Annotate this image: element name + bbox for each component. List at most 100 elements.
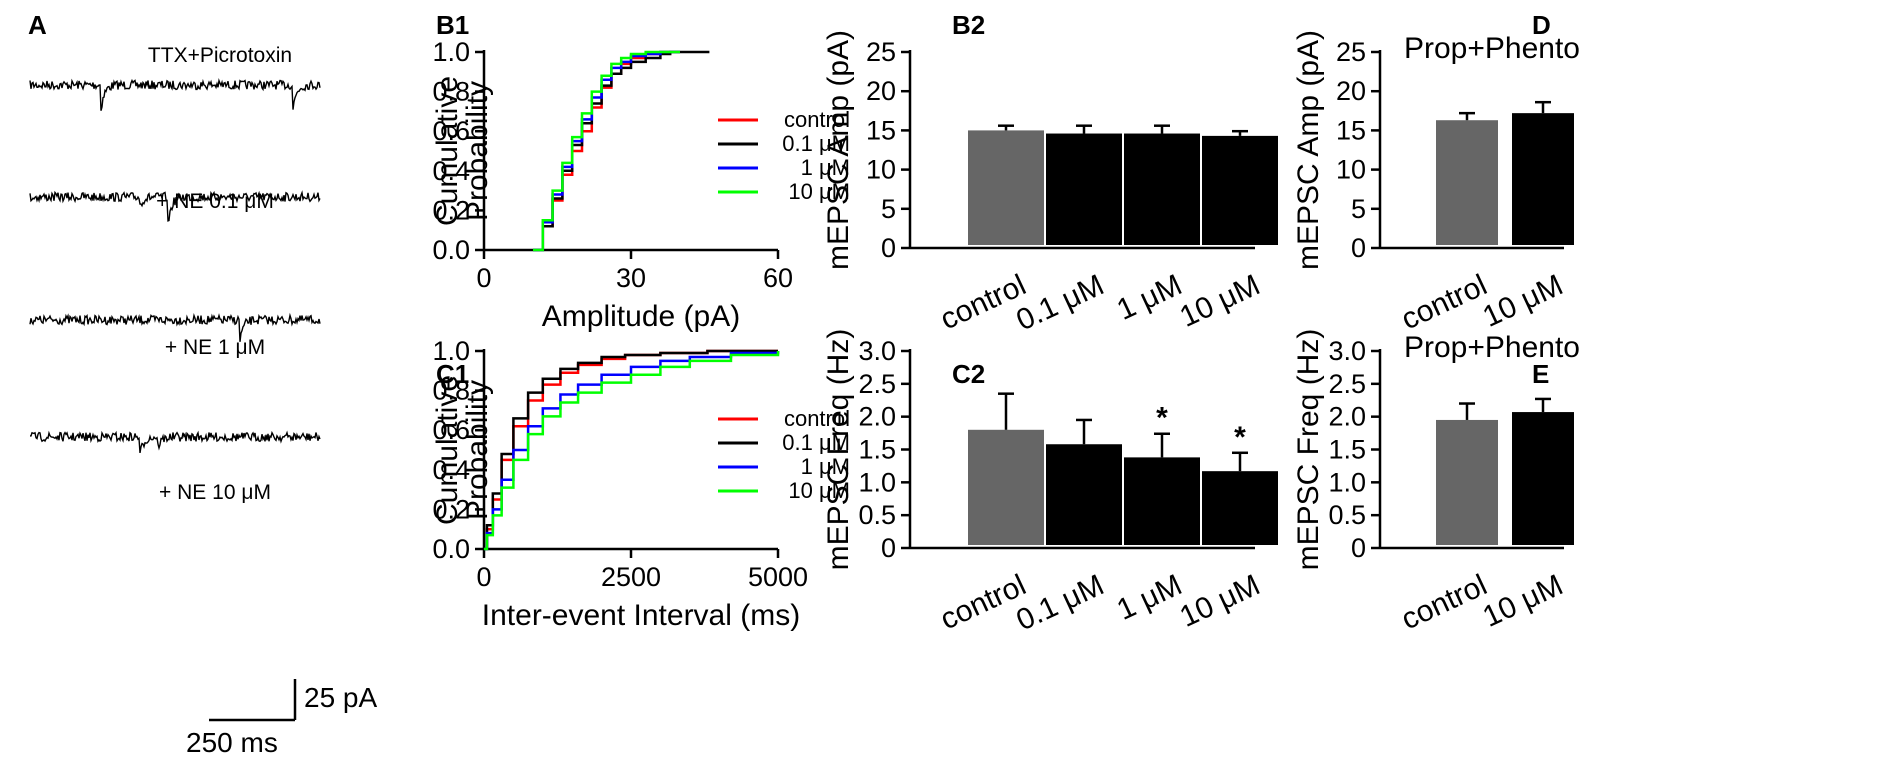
y-tick-label: 20 [1336, 76, 1366, 106]
y-tick-label: 10 [866, 155, 896, 185]
chart-b1-amplitude-cdf: 0.0 0.2 0.4 0.6 0.8 1.0 0 30 60 Amplitude (pA) Cum… [431, 37, 850, 333]
series-line-1 [533, 50, 710, 252]
y-axis-title: mEPSC Amp (pA) [1292, 30, 1325, 270]
y-tick-label: 15 [866, 115, 896, 145]
category-label-3: 10 μM [1175, 268, 1265, 333]
category-label-2: 1 μM [1112, 568, 1187, 626]
y-tick-label: 2.0 [858, 402, 896, 432]
y-tick-label: 0 [1351, 533, 1366, 563]
y-tick-label: 1.5 [1328, 435, 1366, 465]
trace-ne1 [29, 312, 321, 342]
series-line-3 [484, 351, 780, 551]
significance-mark-3: * [1234, 421, 1246, 454]
scale-label-time: 250 ms [186, 727, 278, 758]
category-label-1: 0.1 μM [1011, 268, 1109, 337]
y-tick-label: 1.0 [858, 467, 896, 497]
y-tick-label: 1.0 [1328, 467, 1366, 497]
chart-title: Prop+Phento [1404, 331, 1580, 364]
bar-0 [1436, 419, 1498, 545]
legend-label-1: 0.1 μM [782, 430, 850, 455]
trace-label-ttx: TTX+Picrotoxin [148, 44, 292, 67]
legend-label-2: 1 μM [801, 454, 850, 479]
x-tick-label: 5000 [748, 562, 808, 592]
legend-label-1: 0.1 μM [782, 131, 850, 156]
category-label-1: 10 μM [1478, 268, 1568, 333]
y-tick-label: 0.4 [432, 455, 470, 485]
y-tick-label: 0.5 [858, 500, 896, 530]
y-axis-title: mEPSC Freq (Hz) [822, 329, 855, 571]
category-label-0: control [1396, 568, 1492, 636]
significance-mark-2: * [1156, 402, 1168, 435]
x-tick-label: 0 [476, 562, 491, 592]
trace-label-ne1: + NE 1 μM [165, 336, 265, 359]
y-tick-label: 5 [881, 194, 896, 224]
panel-letter-b2: B2 [952, 10, 985, 40]
panel-letter-d: D [1532, 10, 1551, 40]
y-tick-label: 20 [866, 76, 896, 106]
panel-letter-c1: C1 [436, 359, 469, 389]
trace-ttx [29, 78, 321, 111]
x-tick-label: 0 [476, 263, 491, 293]
category-label-1: 10 μM [1478, 568, 1568, 633]
legend-label-0: control [784, 107, 850, 132]
y-axis-title: mEPSC Freq (Hz) [1292, 329, 1325, 571]
x-tick-label: 2500 [601, 562, 661, 592]
panel-letter-b1: B1 [436, 10, 469, 40]
y-tick-label: 0.6 [432, 116, 470, 146]
trace-label-ne10: + NE 10 μM [159, 481, 271, 504]
series-line-0 [533, 50, 680, 252]
y-tick-label: 10 [1336, 155, 1366, 185]
y-tick-label: 2.5 [858, 369, 896, 399]
bar-1 [1512, 412, 1574, 545]
y-tick-label: 0.6 [432, 415, 470, 445]
bar-1 [1512, 113, 1574, 245]
trace-panel: TTX+Picrotoxin + NE 0.1 μM + NE 1 μM + N… [29, 44, 377, 758]
category-label-2: 1 μM [1112, 268, 1187, 326]
bar-0 [968, 429, 1044, 545]
y-tick-label: 1.5 [858, 435, 896, 465]
y-tick-label: 0.2 [432, 195, 470, 225]
y-tick-label: 0 [881, 233, 896, 263]
y-tick-label: 15 [1336, 115, 1366, 145]
trace-ne01 [29, 190, 321, 222]
category-label-0: control [1396, 268, 1492, 336]
panel-letter-e: E [1532, 359, 1549, 389]
category-label-0: control [935, 268, 1031, 336]
y-tick-label: 0.8 [432, 77, 470, 107]
y-tick-label: 0.4 [432, 156, 470, 186]
y-tick-label: 3.0 [1328, 336, 1366, 366]
y-tick-label: 25 [1336, 37, 1366, 67]
y-tick-label: 1.0 [432, 336, 470, 366]
y-tick-label: 0.5 [1328, 500, 1366, 530]
y-tick-label: 0 [1351, 233, 1366, 263]
y-tick-label: 3.0 [858, 336, 896, 366]
y-axis-title-line2: Probability [461, 81, 494, 221]
y-tick-label: 0.2 [432, 494, 470, 524]
x-tick-label: 30 [616, 263, 646, 293]
y-axis-title-line2: Probability [461, 380, 494, 520]
chart-title: Prop+Phento [1404, 32, 1580, 65]
legend-label-2: 1 μM [801, 155, 850, 180]
legend-label-3: 10 μM [788, 478, 850, 503]
y-tick-label: 5 [1351, 194, 1366, 224]
y-tick-label: 2.0 [1328, 402, 1366, 432]
y-tick-label: 25 [866, 37, 896, 67]
series-line-3 [533, 50, 680, 252]
y-tick-label: 2.5 [1328, 369, 1366, 399]
y-tick-label: 0.0 [432, 534, 470, 564]
category-label-3: 10 μM [1175, 568, 1265, 633]
chart-d-amplitude-bars: 0 5 10 15 20 25 mEPSC Amp (pA) Prop+Phento contr… [1292, 30, 1580, 336]
bar-0 [1436, 120, 1498, 245]
category-label-1: 0.1 μM [1011, 568, 1109, 637]
bar-2 [1124, 457, 1200, 545]
bar-2 [1124, 133, 1200, 245]
y-axis-title-line1: Cumulative [431, 375, 464, 525]
bar-3 [1202, 471, 1278, 545]
x-axis-title: Inter-event Interval (ms) [482, 599, 800, 632]
x-tick-label: 60 [763, 263, 793, 293]
bar-0 [968, 130, 1044, 245]
panel-letter-a: A [28, 10, 47, 40]
bar-3 [1202, 135, 1278, 245]
